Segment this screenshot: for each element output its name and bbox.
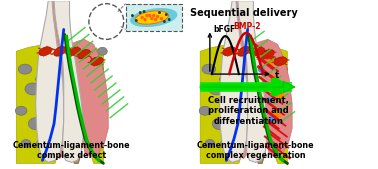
Polygon shape <box>200 41 253 163</box>
Ellipse shape <box>212 118 227 130</box>
Polygon shape <box>70 39 108 156</box>
Ellipse shape <box>220 75 229 83</box>
Ellipse shape <box>270 75 279 83</box>
FancyBboxPatch shape <box>125 4 182 31</box>
Text: Sequential delivery: Sequential delivery <box>190 8 297 18</box>
Polygon shape <box>54 1 83 162</box>
Ellipse shape <box>78 50 90 59</box>
Ellipse shape <box>90 64 104 74</box>
Ellipse shape <box>237 46 250 56</box>
Ellipse shape <box>82 136 96 146</box>
Ellipse shape <box>205 140 215 148</box>
Ellipse shape <box>168 18 171 21</box>
Ellipse shape <box>202 64 216 74</box>
Ellipse shape <box>154 18 157 21</box>
Ellipse shape <box>270 115 276 122</box>
Ellipse shape <box>44 57 56 66</box>
Ellipse shape <box>39 47 52 56</box>
Ellipse shape <box>145 14 149 17</box>
Text: Cementum-ligament-bone
complex regeneration: Cementum-ligament-bone complex regenerat… <box>197 141 314 160</box>
Polygon shape <box>36 1 64 162</box>
Ellipse shape <box>140 16 144 19</box>
Ellipse shape <box>156 15 159 18</box>
Ellipse shape <box>143 10 146 13</box>
Ellipse shape <box>277 89 288 98</box>
Ellipse shape <box>139 11 142 14</box>
Ellipse shape <box>251 47 265 55</box>
Polygon shape <box>75 41 104 163</box>
Ellipse shape <box>15 106 27 115</box>
Ellipse shape <box>266 136 280 146</box>
Ellipse shape <box>223 47 236 56</box>
Ellipse shape <box>90 57 103 65</box>
Polygon shape <box>225 1 251 158</box>
Ellipse shape <box>135 19 138 22</box>
Polygon shape <box>240 1 266 163</box>
FancyBboxPatch shape <box>200 82 292 92</box>
Text: Cell recruitment,
proliferation and
differentiation: Cell recruitment, proliferation and diff… <box>208 96 289 126</box>
Ellipse shape <box>143 18 147 21</box>
Ellipse shape <box>160 17 163 20</box>
Text: Cementum-ligament-bone
complex defect: Cementum-ligament-bone complex defect <box>12 141 130 160</box>
Ellipse shape <box>131 14 134 17</box>
Ellipse shape <box>220 137 238 150</box>
Ellipse shape <box>148 14 152 17</box>
Ellipse shape <box>274 64 287 74</box>
Ellipse shape <box>98 47 107 55</box>
Ellipse shape <box>93 89 104 98</box>
Ellipse shape <box>36 75 45 83</box>
Ellipse shape <box>158 11 161 14</box>
Ellipse shape <box>150 17 153 20</box>
Text: bFGF: bFGF <box>214 25 236 34</box>
Ellipse shape <box>273 109 282 118</box>
Ellipse shape <box>68 47 81 55</box>
Ellipse shape <box>262 81 268 88</box>
Ellipse shape <box>28 118 43 130</box>
Polygon shape <box>259 41 287 163</box>
Polygon shape <box>40 1 68 158</box>
Ellipse shape <box>278 57 287 66</box>
Ellipse shape <box>165 13 168 16</box>
Ellipse shape <box>269 113 284 125</box>
Ellipse shape <box>18 64 32 74</box>
Polygon shape <box>238 1 267 162</box>
Ellipse shape <box>37 137 54 150</box>
Polygon shape <box>16 41 70 163</box>
Ellipse shape <box>266 57 275 66</box>
Polygon shape <box>253 39 292 156</box>
Ellipse shape <box>262 50 274 59</box>
Ellipse shape <box>265 97 272 104</box>
Polygon shape <box>220 1 248 162</box>
Ellipse shape <box>163 20 166 23</box>
Ellipse shape <box>48 94 62 104</box>
Ellipse shape <box>21 140 31 148</box>
Ellipse shape <box>258 66 265 73</box>
Ellipse shape <box>25 83 40 95</box>
Ellipse shape <box>54 46 66 56</box>
Ellipse shape <box>274 57 287 65</box>
Ellipse shape <box>152 14 155 17</box>
Ellipse shape <box>199 106 211 115</box>
Polygon shape <box>56 1 82 163</box>
Text: BMP-2: BMP-2 <box>233 22 260 31</box>
Ellipse shape <box>85 113 101 125</box>
Text: t: t <box>275 71 279 80</box>
Ellipse shape <box>228 57 240 66</box>
Ellipse shape <box>276 92 285 101</box>
Ellipse shape <box>135 11 169 24</box>
Ellipse shape <box>209 83 225 95</box>
Ellipse shape <box>130 8 177 27</box>
